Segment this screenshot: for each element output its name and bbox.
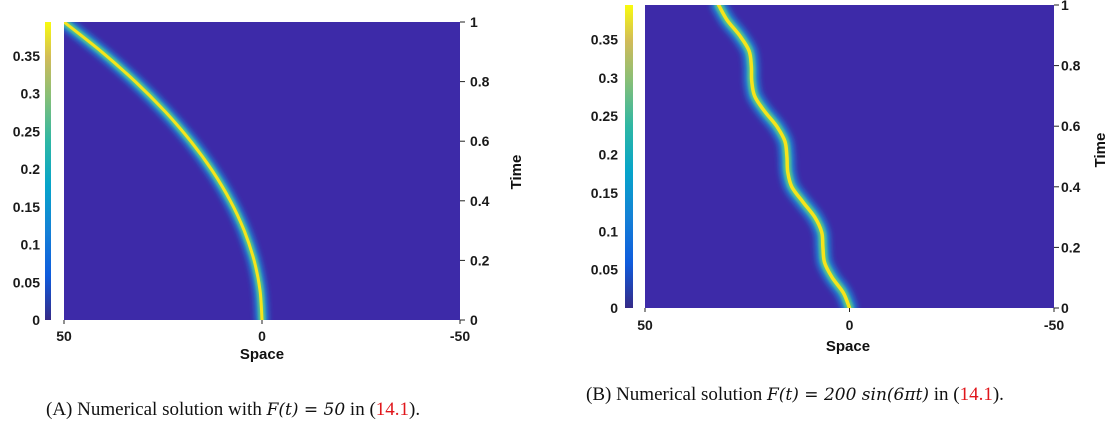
- space-tick-label: 50: [637, 317, 653, 333]
- colorbar-tick-label: 0.35: [591, 32, 618, 48]
- panel-b: 0.35 0.3 0.25 0.2 0.15 0.1 0.05 0 1 0.8 0.6 0.4 0.2…: [591, 0, 1109, 355]
- heatmap-b: [711, 5, 857, 308]
- colorbar-a: [45, 22, 51, 320]
- colorbar-tick-label: 0.2: [21, 161, 41, 177]
- ylabel-a: Time: [508, 155, 525, 190]
- time-tick-label: 0.4: [1061, 179, 1081, 195]
- ridge-core-a: [64, 22, 264, 320]
- caption-a: (A) Numerical solution with F(t) = 50 in…: [46, 395, 516, 425]
- time-tick-label: 0.8: [470, 74, 490, 90]
- colorbar-tick-label: 0.25: [591, 108, 618, 124]
- caption-text-b: Numerical solution: [611, 384, 767, 405]
- colorbar-tick-label: 0.05: [591, 262, 618, 278]
- ylabel-b: Time: [1092, 133, 1109, 168]
- time-tick-label: 1: [470, 14, 478, 30]
- time-tick-label: 0: [470, 312, 478, 328]
- time-tick-label: 0.6: [470, 133, 490, 149]
- space-axis-b: 50 0 -50: [637, 308, 1064, 333]
- caption-math-a: F(t) = 50: [266, 400, 346, 420]
- caption-end-b: ).: [992, 384, 1004, 405]
- time-tick-label: 1: [1061, 0, 1069, 13]
- space-axis-a: 50 0 -50: [56, 320, 470, 344]
- colorbar-tick-label: 0.3: [21, 86, 41, 102]
- caption-in-b: in (: [929, 384, 960, 405]
- time-tick-label: 0.2: [470, 252, 490, 268]
- caption-end-a: ).: [409, 399, 421, 420]
- colorbar-tick-label: 0.2: [599, 147, 619, 163]
- time-tick-label: 0.4: [470, 193, 490, 209]
- equation-ref-link-b[interactable]: 14.1: [959, 384, 993, 405]
- colorbar-tick-label: 0.15: [13, 199, 40, 215]
- caption-b: (B) Numerical solution F(t) = 200 sin(6π…: [586, 380, 1106, 410]
- colorbar-tick-label: 0.3: [599, 70, 619, 86]
- ridge-core-b: [716, 5, 852, 308]
- caption-text-a: Numerical solution with: [72, 399, 267, 420]
- colorbar-tick-label: 0.35: [13, 48, 40, 64]
- time-tick-label: 0.6: [1061, 118, 1081, 134]
- equation-ref-link-a[interactable]: 14.1: [375, 399, 410, 420]
- space-tick-label: -50: [450, 328, 470, 344]
- space-tick-label: -50: [1044, 317, 1064, 333]
- xlabel-b: Space: [826, 338, 870, 355]
- caption-label-a: (A): [46, 399, 73, 420]
- caption-math-b: F(t) = 200 sin(6πt): [767, 385, 929, 405]
- panel-a: 0.35 0.3 0.25 0.2 0.15 0.1 0.05 0 1 0.8 0.6 0.4 0.2…: [13, 14, 525, 363]
- colorbar-tick-label: 0.25: [13, 123, 40, 139]
- colorbar-tick-label: 0.1: [599, 223, 619, 239]
- caption-in-a: in (: [345, 399, 376, 420]
- heatmap-a: [64, 22, 269, 320]
- time-tick-label: 0.2: [1061, 239, 1081, 255]
- time-axis-a: 1 0.8 0.6 0.4 0.2 0: [460, 14, 490, 328]
- space-tick-label: 0: [258, 328, 266, 344]
- colorbar-tick-label: 0: [32, 312, 40, 328]
- space-tick-label: 0: [846, 317, 854, 333]
- colorbar-tick-label: 0.15: [591, 185, 618, 201]
- xlabel-a: Space: [240, 346, 284, 363]
- caption-label-b: (B): [586, 384, 612, 405]
- time-axis-b: 1 0.8 0.6 0.4 0.2 0: [1054, 0, 1081, 316]
- colorbar-tick-label: 0: [610, 300, 618, 316]
- colorbar-tick-label: 0.05: [13, 274, 40, 290]
- colorbar-ticks-a: 0.35 0.3 0.25 0.2 0.15 0.1 0.05 0: [13, 48, 40, 328]
- colorbar-b: [625, 5, 633, 308]
- colorbar-ticks-b: 0.35 0.3 0.25 0.2 0.15 0.1 0.05 0: [591, 32, 618, 316]
- heatmap-b-background: [645, 5, 1054, 308]
- time-tick-label: 0.8: [1061, 58, 1081, 74]
- space-tick-label: 50: [56, 328, 72, 344]
- colorbar-tick-label: 0.1: [21, 237, 41, 253]
- time-tick-label: 0: [1061, 300, 1069, 316]
